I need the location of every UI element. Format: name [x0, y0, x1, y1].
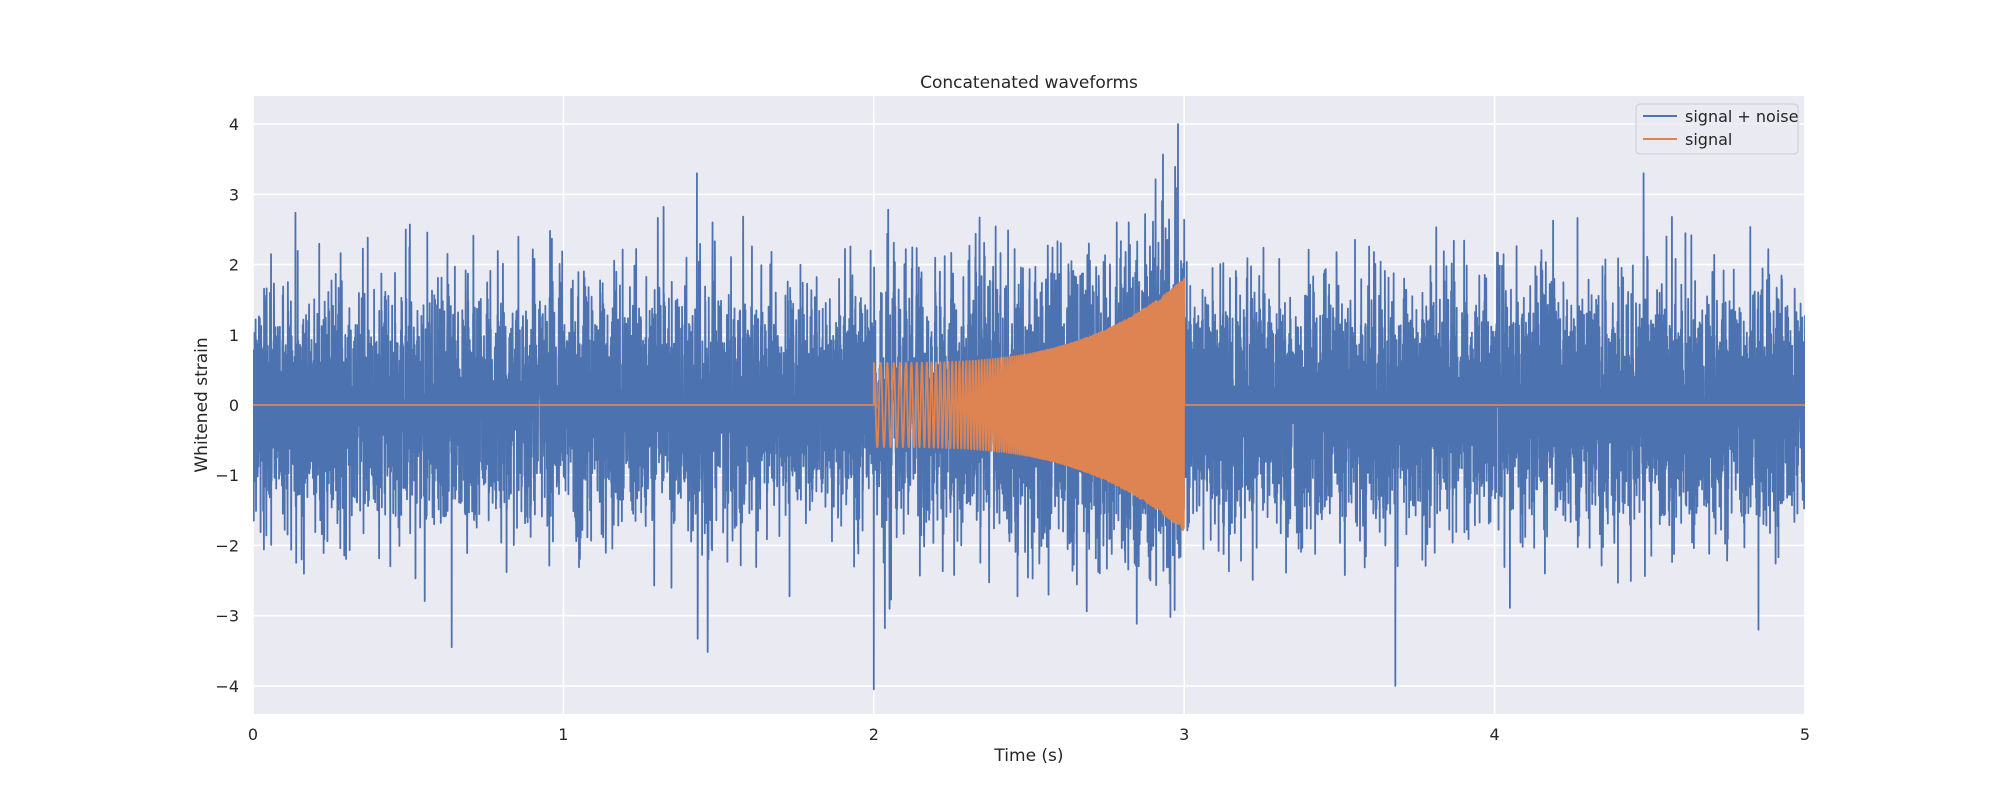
series-layer	[253, 123, 1805, 691]
y-tick-label: −1	[215, 466, 239, 485]
x-tick-label: 1	[558, 725, 568, 744]
chart-title: Concatenated waveforms	[920, 73, 1138, 93]
y-axis-label: Whitened strain	[192, 337, 212, 472]
x-axis-ticks: 0 1 2 3 4 5	[248, 725, 1810, 744]
series-line-signal	[253, 277, 1805, 532]
y-tick-label: 2	[229, 256, 239, 275]
y-axis-ticks: −4 −3 −2 −1 0 1 2 3 4	[215, 115, 239, 696]
y-tick-label: 0	[229, 396, 239, 415]
legend: signal + noise signal	[1635, 103, 1799, 155]
x-tick-label: 3	[1179, 725, 1189, 744]
legend-label-signal: signal	[1685, 130, 1732, 149]
y-tick-label: −4	[215, 677, 239, 696]
y-tick-label: 4	[229, 115, 239, 134]
y-tick-label: 1	[229, 326, 239, 345]
y-tick-label: −3	[215, 607, 239, 626]
y-tick-label: −2	[215, 536, 239, 555]
x-tick-label: 5	[1800, 725, 1810, 744]
x-tick-label: 0	[248, 725, 258, 744]
x-tick-label: 2	[869, 725, 879, 744]
x-tick-label: 4	[1490, 725, 1500, 744]
x-axis-label: Time (s)	[993, 746, 1063, 766]
series-line-signal-noise	[253, 123, 1805, 691]
y-tick-label: 3	[229, 185, 239, 204]
legend-label-signal-noise: signal + noise	[1685, 107, 1798, 126]
